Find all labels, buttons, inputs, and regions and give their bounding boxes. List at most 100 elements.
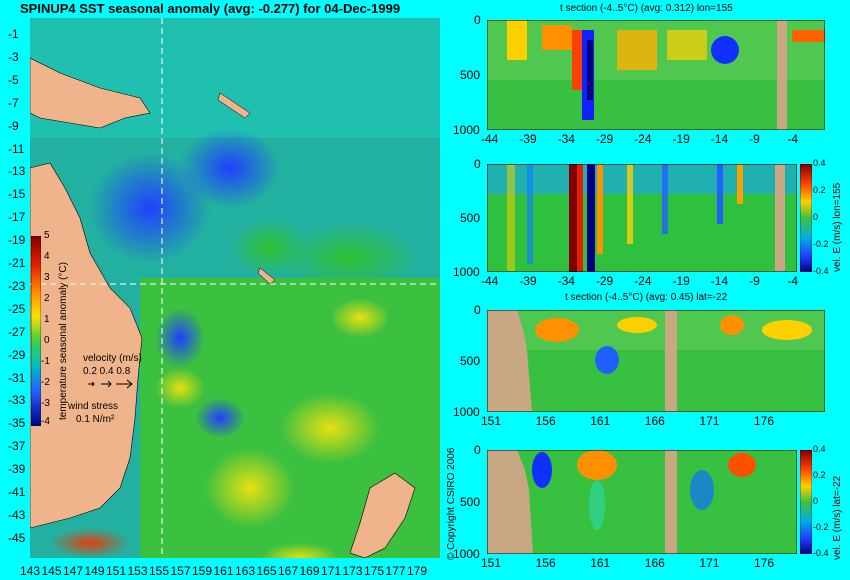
panel-x-tick: -4 xyxy=(787,274,799,288)
panel-y-tick: 0 xyxy=(474,443,481,457)
cb-tick: -3 xyxy=(41,398,50,409)
panel-x-tick: 161 xyxy=(590,556,611,570)
panel-y-tick: 500 xyxy=(460,354,481,368)
lat-tick: -15 xyxy=(8,187,26,202)
lon-tick: 143 xyxy=(20,564,41,578)
panel-y-tick: 0 xyxy=(474,13,481,27)
lat-tick: -39 xyxy=(8,462,26,477)
lat-tick: -27 xyxy=(8,324,26,339)
panel-x-tick: 171 xyxy=(699,556,720,570)
panel-x-tick: 176 xyxy=(754,556,775,570)
panel-x-tick: -19 xyxy=(672,274,690,288)
lon-tick: 153 xyxy=(127,564,148,578)
panel-cb-tick: -0.2 xyxy=(813,239,829,249)
panel-x-tick: -19 xyxy=(672,132,690,146)
panel-x-tick: -39 xyxy=(519,274,537,288)
lat-tick: -1 xyxy=(8,27,19,41)
panel-x-tick: 166 xyxy=(644,556,665,570)
map-colorbar-label: temperature seasonal anomaly (°C) xyxy=(58,262,69,420)
panel-y-tick: 0 xyxy=(474,303,481,317)
panel2-heatmap xyxy=(487,164,797,272)
panel4-colorbar xyxy=(800,450,812,554)
lat-tick: -33 xyxy=(8,393,26,408)
australia-landmass xyxy=(30,162,143,529)
panel-x-tick: -39 xyxy=(519,132,537,146)
panel-cb-tick: 0 xyxy=(813,496,819,506)
panel4-heatmap xyxy=(487,450,797,554)
panel-x-tick: 166 xyxy=(644,414,665,428)
panel-cb-tick: -0.4 xyxy=(813,548,829,558)
cb-tick: 1 xyxy=(44,314,50,325)
panel-x-tick: -14 xyxy=(710,274,729,288)
lon-tick: 151 xyxy=(106,564,127,578)
lon-tick: 157 xyxy=(170,564,191,578)
panel2-colorbar xyxy=(800,164,812,272)
lat-tick: -41 xyxy=(8,485,26,499)
lat-tick: -45 xyxy=(8,530,26,545)
panel-y-tick: 500 xyxy=(460,211,481,225)
panel-y-tick: 1000 xyxy=(453,547,480,561)
png-landmass xyxy=(30,57,151,129)
panel-x-tick: -29 xyxy=(595,132,614,146)
lat-tick: -23 xyxy=(8,278,26,293)
panel1-heatmap xyxy=(487,20,825,130)
lon-tick: 177 xyxy=(385,564,406,578)
panel-x-tick: -29 xyxy=(595,274,614,288)
panel2-side-label: vel. E (m/s) lon=155 xyxy=(832,182,843,272)
lon-tick: 145 xyxy=(41,564,62,578)
panel-cb-tick: 0.4 xyxy=(813,158,826,168)
panel-x-tick: 156 xyxy=(535,556,556,570)
lon-tick: 165 xyxy=(256,564,277,578)
cb-tick: 4 xyxy=(44,251,50,262)
panel-y-tick: 0 xyxy=(474,157,481,171)
sst-map xyxy=(30,18,440,558)
wind-stress-value: 0.1 N/m² xyxy=(76,414,115,425)
wind-stress-label: wind stress xyxy=(68,401,119,412)
panel-x-tick: -14 xyxy=(710,132,729,146)
lon-tick: 167 xyxy=(278,564,299,578)
lon-tick: 147 xyxy=(63,564,84,578)
panel-x-tick: -4 xyxy=(787,132,799,146)
lat-tick: -5 xyxy=(8,72,19,87)
panel4-side-label: vel. E (m/s) lat=-22 xyxy=(832,475,843,560)
velocity-label: velocity (m/s) xyxy=(83,353,142,364)
lat-tick: -29 xyxy=(8,347,26,362)
lon-tick: 149 xyxy=(84,564,105,578)
lat-tick: -17 xyxy=(8,210,26,225)
panel-x-tick: 176 xyxy=(754,414,775,428)
lat-tick: -43 xyxy=(8,507,26,522)
cb-tick: 5 xyxy=(44,230,50,241)
panel-cb-tick: 0 xyxy=(813,212,819,222)
lat-tick: -7 xyxy=(8,95,19,110)
lon-tick: 155 xyxy=(149,564,170,578)
panel-cb-tick: 0.4 xyxy=(813,444,826,454)
panel-x-tick: 151 xyxy=(481,556,502,570)
panel-x-tick: -44 xyxy=(481,132,499,146)
map-title: SPINUP4 SST seasonal anomaly (avg: -0.27… xyxy=(20,1,401,16)
lon-tick: 175 xyxy=(364,564,385,578)
copyright: © Copyright CSIRO 2006 xyxy=(446,447,457,560)
lon-tick: 179 xyxy=(407,564,428,578)
lat-tick: -19 xyxy=(8,233,26,248)
lon-tick: 163 xyxy=(235,564,256,578)
lat-tick: -9 xyxy=(8,118,19,133)
new-zealand-landmass xyxy=(349,472,416,558)
panel-x-tick: -44 xyxy=(481,274,499,288)
panel-y-tick: 1000 xyxy=(453,265,480,279)
lat-tick: -3 xyxy=(8,49,19,64)
panel3-title: t section (-4..5°C) (avg: 0.45) lat=-22 xyxy=(565,292,728,303)
lat-tick: -35 xyxy=(8,416,26,431)
lat-tick: -25 xyxy=(8,301,26,316)
velocity-values: 0.2 0.4 0.8 xyxy=(83,366,131,377)
panel-x-tick: -34 xyxy=(557,274,575,288)
panel-y-tick: 500 xyxy=(460,495,481,509)
anomaly-blobs xyxy=(50,128,420,558)
panel-x-tick: 171 xyxy=(699,414,720,428)
lat-tick: -31 xyxy=(8,370,26,385)
lat-tick: -13 xyxy=(8,164,26,179)
panel-x-tick: -24 xyxy=(634,132,652,146)
panel-cb-tick: 0.2 xyxy=(813,470,826,480)
panel1-title: t section (-4..5°C) (avg: 0.312) lon=155 xyxy=(560,3,733,14)
panel-y-tick: 500 xyxy=(460,68,481,82)
lon-tick: 169 xyxy=(299,564,320,578)
